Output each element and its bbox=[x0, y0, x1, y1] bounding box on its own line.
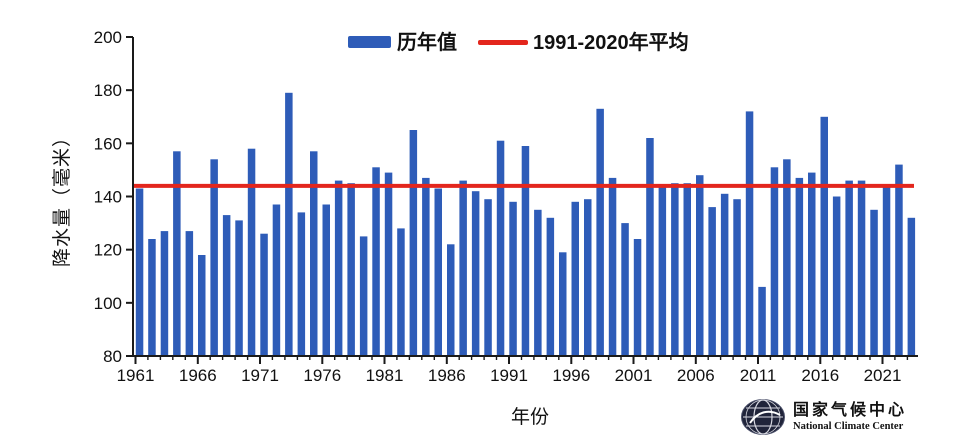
bar-2018 bbox=[845, 180, 853, 356]
y-tick-label: 180 bbox=[94, 81, 122, 100]
bar-1990 bbox=[496, 140, 505, 356]
bar-1976 bbox=[322, 204, 330, 356]
logo-text-zh: 国家气候中心 bbox=[793, 401, 908, 419]
x-tick-label: 1971 bbox=[241, 366, 279, 385]
bar-1982 bbox=[397, 228, 405, 356]
bar-1999 bbox=[608, 177, 617, 356]
bar-1972 bbox=[272, 204, 281, 356]
x-tick-label: 2001 bbox=[615, 366, 653, 385]
bar-2006 bbox=[696, 175, 704, 356]
x-tick-label: 2006 bbox=[677, 366, 715, 385]
y-tick-label: 160 bbox=[94, 134, 122, 153]
y-tick-label: 80 bbox=[103, 347, 122, 366]
x-tick-label: 2016 bbox=[801, 366, 839, 385]
bar-1965 bbox=[185, 231, 194, 356]
bar-1979 bbox=[359, 236, 368, 356]
legend-bar-swatch bbox=[348, 36, 391, 48]
bar-2004 bbox=[671, 183, 679, 356]
bar-1997 bbox=[584, 199, 592, 356]
y-tick-label: 120 bbox=[94, 241, 122, 260]
x-tick-label: 1961 bbox=[117, 366, 155, 385]
x-tick-label: 2021 bbox=[864, 366, 902, 385]
logo-text-en: National Climate Center bbox=[793, 420, 904, 432]
x-tick-label: 1986 bbox=[428, 366, 466, 385]
bar-1961 bbox=[135, 188, 144, 356]
bar-1998 bbox=[596, 108, 604, 356]
bar-2020 bbox=[870, 209, 878, 356]
bar-1978 bbox=[347, 183, 355, 356]
bar-1975 bbox=[310, 151, 318, 356]
bar-2011 bbox=[758, 286, 766, 356]
bar-1963 bbox=[160, 231, 169, 356]
x-tick-label: 2011 bbox=[740, 366, 777, 385]
bar-1966 bbox=[198, 255, 206, 356]
y-axis-title: 降水量（毫米） bbox=[52, 127, 73, 268]
bar-2023 bbox=[907, 217, 916, 356]
bar-1996 bbox=[571, 201, 579, 356]
bar-2012 bbox=[770, 167, 779, 356]
nc-center-emblem-icon bbox=[741, 399, 785, 435]
bar-1986 bbox=[447, 244, 455, 356]
bar-1969 bbox=[235, 220, 243, 356]
bar-1977 bbox=[334, 180, 343, 356]
x-tick-label: 1976 bbox=[303, 366, 341, 385]
nc-center-logo: 国家气候中心 National Climate Center bbox=[740, 397, 907, 437]
x-tick-label: 1966 bbox=[179, 366, 217, 385]
bar-1984 bbox=[422, 177, 430, 356]
bar-2000 bbox=[621, 223, 629, 356]
bar-1980 bbox=[372, 167, 380, 356]
x-axis-title: 年份 bbox=[510, 407, 549, 428]
bar-1981 bbox=[384, 172, 393, 356]
bar-1967 bbox=[210, 159, 218, 356]
bar-1971 bbox=[260, 233, 268, 356]
bar-2005 bbox=[683, 183, 691, 356]
bar-1989 bbox=[484, 199, 492, 356]
logo-text: 国家气候中心 National Climate Center bbox=[793, 402, 907, 432]
bar-2009 bbox=[733, 199, 741, 356]
bar-1985 bbox=[434, 188, 442, 356]
bar-1992 bbox=[521, 146, 530, 356]
bar-2010 bbox=[745, 111, 754, 357]
bar-1995 bbox=[559, 252, 567, 356]
bar-1994 bbox=[546, 217, 555, 356]
bar-2014 bbox=[795, 177, 804, 356]
bar-2003 bbox=[658, 185, 667, 356]
bar-2007 bbox=[708, 207, 716, 356]
y-tick-label: 140 bbox=[94, 188, 122, 207]
legend-bar-label: 历年值 bbox=[397, 32, 457, 54]
legend-line-label: 1991-2020年平均 bbox=[533, 32, 689, 54]
x-tick-label: 1981 bbox=[366, 366, 404, 385]
bar-1970 bbox=[247, 148, 256, 356]
bar-1993 bbox=[534, 209, 542, 356]
x-tick-label: 1996 bbox=[552, 366, 590, 385]
bar-1991 bbox=[509, 201, 517, 356]
legend-line-swatch bbox=[478, 40, 528, 45]
bar-2016 bbox=[820, 116, 828, 357]
bar-1962 bbox=[148, 239, 156, 356]
x-tick-label: 1991 bbox=[490, 366, 528, 385]
bar-1964 bbox=[173, 151, 181, 356]
bar-2017 bbox=[832, 196, 841, 356]
bar-1973 bbox=[285, 92, 293, 357]
bar-1974 bbox=[297, 212, 306, 356]
bar-2001 bbox=[633, 239, 642, 356]
y-tick-label: 100 bbox=[94, 294, 122, 313]
bar-1968 bbox=[222, 215, 231, 356]
bar-2002 bbox=[646, 138, 654, 356]
bar-2022 bbox=[895, 164, 903, 356]
bar-1987 bbox=[459, 180, 467, 356]
y-tick-label: 200 bbox=[94, 28, 122, 47]
bar-1988 bbox=[471, 191, 480, 356]
bar-1983 bbox=[409, 130, 418, 356]
bar-2013 bbox=[783, 159, 791, 356]
bar-2008 bbox=[720, 193, 729, 356]
bar-2021 bbox=[882, 185, 891, 356]
bar-2019 bbox=[857, 180, 866, 356]
bar-2015 bbox=[808, 172, 816, 356]
